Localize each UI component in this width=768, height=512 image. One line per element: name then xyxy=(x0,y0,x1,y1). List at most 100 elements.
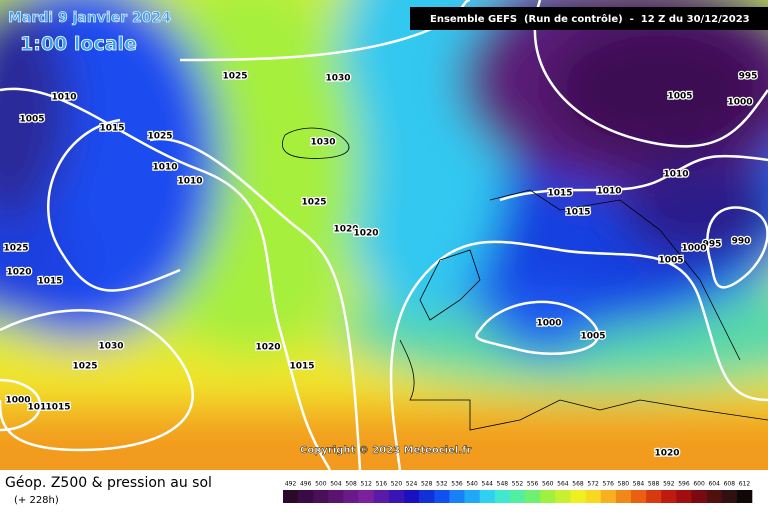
legend-swatch xyxy=(464,490,480,503)
isobar-label: 1010 xyxy=(177,177,202,187)
legend-swatch xyxy=(691,490,707,503)
legend-swatch xyxy=(509,490,526,503)
legend-swatch xyxy=(328,490,344,503)
legend-swatch xyxy=(449,490,465,503)
legend-label: 604 xyxy=(708,481,720,488)
product-title: Géop. Z500 & pression au sol xyxy=(5,475,212,491)
isobar-label: 1025 xyxy=(3,244,28,254)
isobar-label: 1020 xyxy=(255,343,280,353)
legend-label: 548 xyxy=(497,481,509,488)
legend-label: 504 xyxy=(330,481,342,488)
legend-swatch xyxy=(298,490,314,503)
legend-swatch xyxy=(646,490,662,503)
legend-swatch xyxy=(600,490,617,503)
isobar-label: 1015 xyxy=(547,189,572,199)
legend-swatch xyxy=(525,490,541,503)
legend-swatch xyxy=(736,490,753,503)
legend-label: 576 xyxy=(603,481,615,488)
run-box xyxy=(410,7,768,30)
legend-label: 500 xyxy=(315,481,327,488)
isobar-label: 1025 xyxy=(72,362,97,372)
isobar-label: 1015 xyxy=(37,277,62,287)
legend-swatch xyxy=(404,490,420,503)
z500-field xyxy=(0,0,768,470)
isobar-label: 1015 xyxy=(45,403,70,413)
forecast-lead: (+ 228h) xyxy=(14,495,59,506)
legend-label: 592 xyxy=(663,481,675,488)
isobar-label: 1010 xyxy=(27,403,52,413)
coastlines xyxy=(282,127,768,431)
legend-swatch xyxy=(721,490,738,503)
legend-swatch xyxy=(570,490,586,503)
isobar-label: 1000 xyxy=(536,319,561,329)
legend-swatch xyxy=(585,490,602,503)
legend-label: 492 xyxy=(285,481,297,488)
legend-label: 588 xyxy=(648,481,660,488)
legend-label: 528 xyxy=(421,481,433,488)
legend-label: 512 xyxy=(360,481,372,488)
legend-swatch xyxy=(661,490,677,503)
isobar-label: 990 xyxy=(732,237,751,247)
legend-label: 596 xyxy=(678,481,690,488)
isobar-label: 1030 xyxy=(310,138,335,148)
legend-swatch xyxy=(434,490,450,503)
isobar-label: 1010 xyxy=(152,163,177,173)
isobar-label: 995 xyxy=(703,240,722,250)
legend-swatch xyxy=(373,490,390,503)
isobar-label: 995 xyxy=(739,72,758,82)
isobar-label: 1025 xyxy=(222,72,247,82)
isobar-label: 1010 xyxy=(663,170,688,180)
isobars xyxy=(0,0,768,470)
copyright: Copyright © 2023 Meteociel.fr xyxy=(300,445,471,456)
isobar-label: 1000 xyxy=(681,244,706,254)
legend-label: 516 xyxy=(376,481,388,488)
legend-label: 524 xyxy=(406,481,418,488)
isobar-label: 1015 xyxy=(99,124,124,134)
legend-label: 496 xyxy=(300,481,312,488)
legend-swatch xyxy=(630,490,647,503)
isobar-label: 1010 xyxy=(596,187,621,197)
isobar-label: 1000 xyxy=(5,396,30,406)
legend-swatch xyxy=(343,490,359,503)
legend-label: 584 xyxy=(633,481,645,488)
legend-swatch xyxy=(283,490,299,503)
isobar-label: 1015 xyxy=(289,362,314,372)
legend-label: 560 xyxy=(542,481,554,488)
isobar-label: 1005 xyxy=(658,256,683,266)
isobar-label: 1015 xyxy=(565,208,590,218)
isobar-label: 1025 xyxy=(147,132,172,142)
isobar-label: 1005 xyxy=(580,332,605,342)
legend-swatch xyxy=(615,490,632,503)
isobar-label: 1020 xyxy=(6,268,31,278)
legend-swatch xyxy=(676,490,692,503)
legend-label: 536 xyxy=(451,481,463,488)
date: Mardi 9 janvier 2024 xyxy=(8,10,171,26)
legend-label: 580 xyxy=(618,481,630,488)
legend-swatch xyxy=(419,490,435,503)
legend-swatch xyxy=(540,490,556,503)
legend-label: 600 xyxy=(693,481,705,488)
legend-swatch xyxy=(358,490,375,503)
isobar-label: 1020 xyxy=(333,225,358,235)
isobar-label: 1000 xyxy=(727,98,752,108)
isobar-label: 1020 xyxy=(353,229,378,239)
legend-label: 572 xyxy=(587,481,599,488)
legend-label: 556 xyxy=(527,481,539,488)
local-time: 1:00 locale xyxy=(20,33,137,55)
isobar-label: 1030 xyxy=(98,342,123,352)
legend-swatch xyxy=(388,490,405,503)
legend-label: 568 xyxy=(572,481,584,488)
legend-label: 520 xyxy=(391,481,403,488)
isobar-label: 1020 xyxy=(654,449,679,459)
run-info: Ensemble GEFS (Run de contrôle) - 12 Z d… xyxy=(430,13,750,25)
legend-label: 612 xyxy=(739,481,751,488)
legend-label: 552 xyxy=(512,481,524,488)
legend-label: 608 xyxy=(724,481,736,488)
isobar-label: 1025 xyxy=(301,198,326,208)
legend-swatch xyxy=(479,490,496,503)
legend-label: 508 xyxy=(345,481,357,488)
legend-swatch xyxy=(555,490,571,503)
legend-label: 540 xyxy=(466,481,478,488)
